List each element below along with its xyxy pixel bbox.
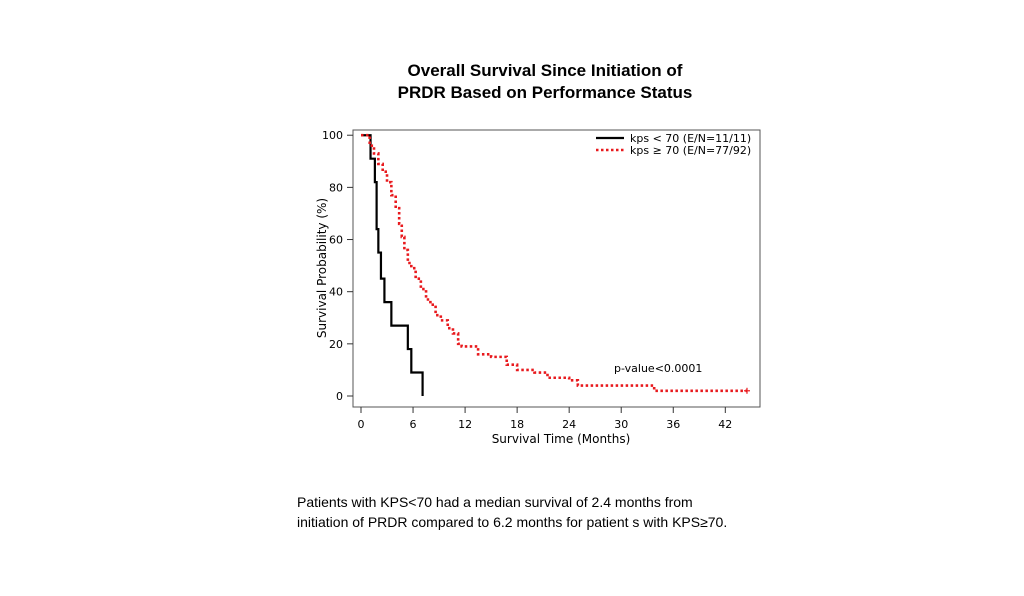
legend: kps < 70 (E/N=11/11)kps ≥ 70 (E/N=77/92) [596,132,751,157]
y-tick-label: 40 [329,286,343,299]
y-tick-label: 0 [336,390,343,403]
legend-label-kps-lt70: kps < 70 (E/N=11/11) [630,132,751,145]
plot-frame [352,129,761,408]
y-tick-label: 100 [322,129,343,142]
slide-title: Overall Survival Since Initiation of PRD… [0,60,1024,104]
title-line-1: Overall Survival Since Initiation of [407,61,683,80]
y-tick-label: 60 [329,234,343,247]
series-kps-lt70-curve [361,134,424,396]
series-kps-ge70-curve [361,133,747,393]
x-axis-label: Survival Time (Months) [492,432,631,446]
y-tick-label: 80 [329,181,343,194]
x-tick-label: 12 [458,418,472,431]
x-tick-label: 6 [410,418,417,431]
survival-curves [361,133,750,396]
censor-mark [743,387,750,394]
y-axis-label: Survival Probability (%) [315,198,329,338]
x-tick-label: 36 [666,418,680,431]
kaplan-meier-chart: 0 6 12 18 24 30 36 42 0 20 40 60 80 100 kps < 70 (E/N… [315,129,761,446]
axes-ticks: 0 6 12 18 24 30 36 42 0 20 40 60 80 100 [322,129,732,431]
x-tick-label: 42 [718,418,732,431]
title-line-2: PRDR Based on Performance Status [397,83,693,102]
x-tick-label: 0 [358,418,365,431]
legend-label-kps-ge70: kps ≥ 70 (E/N=77/92) [630,144,751,157]
x-tick-label: 18 [510,418,524,431]
y-tick-label: 20 [329,338,343,351]
x-tick-label: 24 [562,418,576,431]
caption-line-1: Patients with KPS<70 had a median surviv… [297,494,693,510]
p-value-annotation: p-value<0.0001 [614,362,702,375]
caption: Patients with KPS<70 had a median surviv… [297,492,817,532]
x-tick-label: 30 [614,418,628,431]
caption-line-2: initiation of PRDR compared to 6.2 month… [297,514,728,530]
